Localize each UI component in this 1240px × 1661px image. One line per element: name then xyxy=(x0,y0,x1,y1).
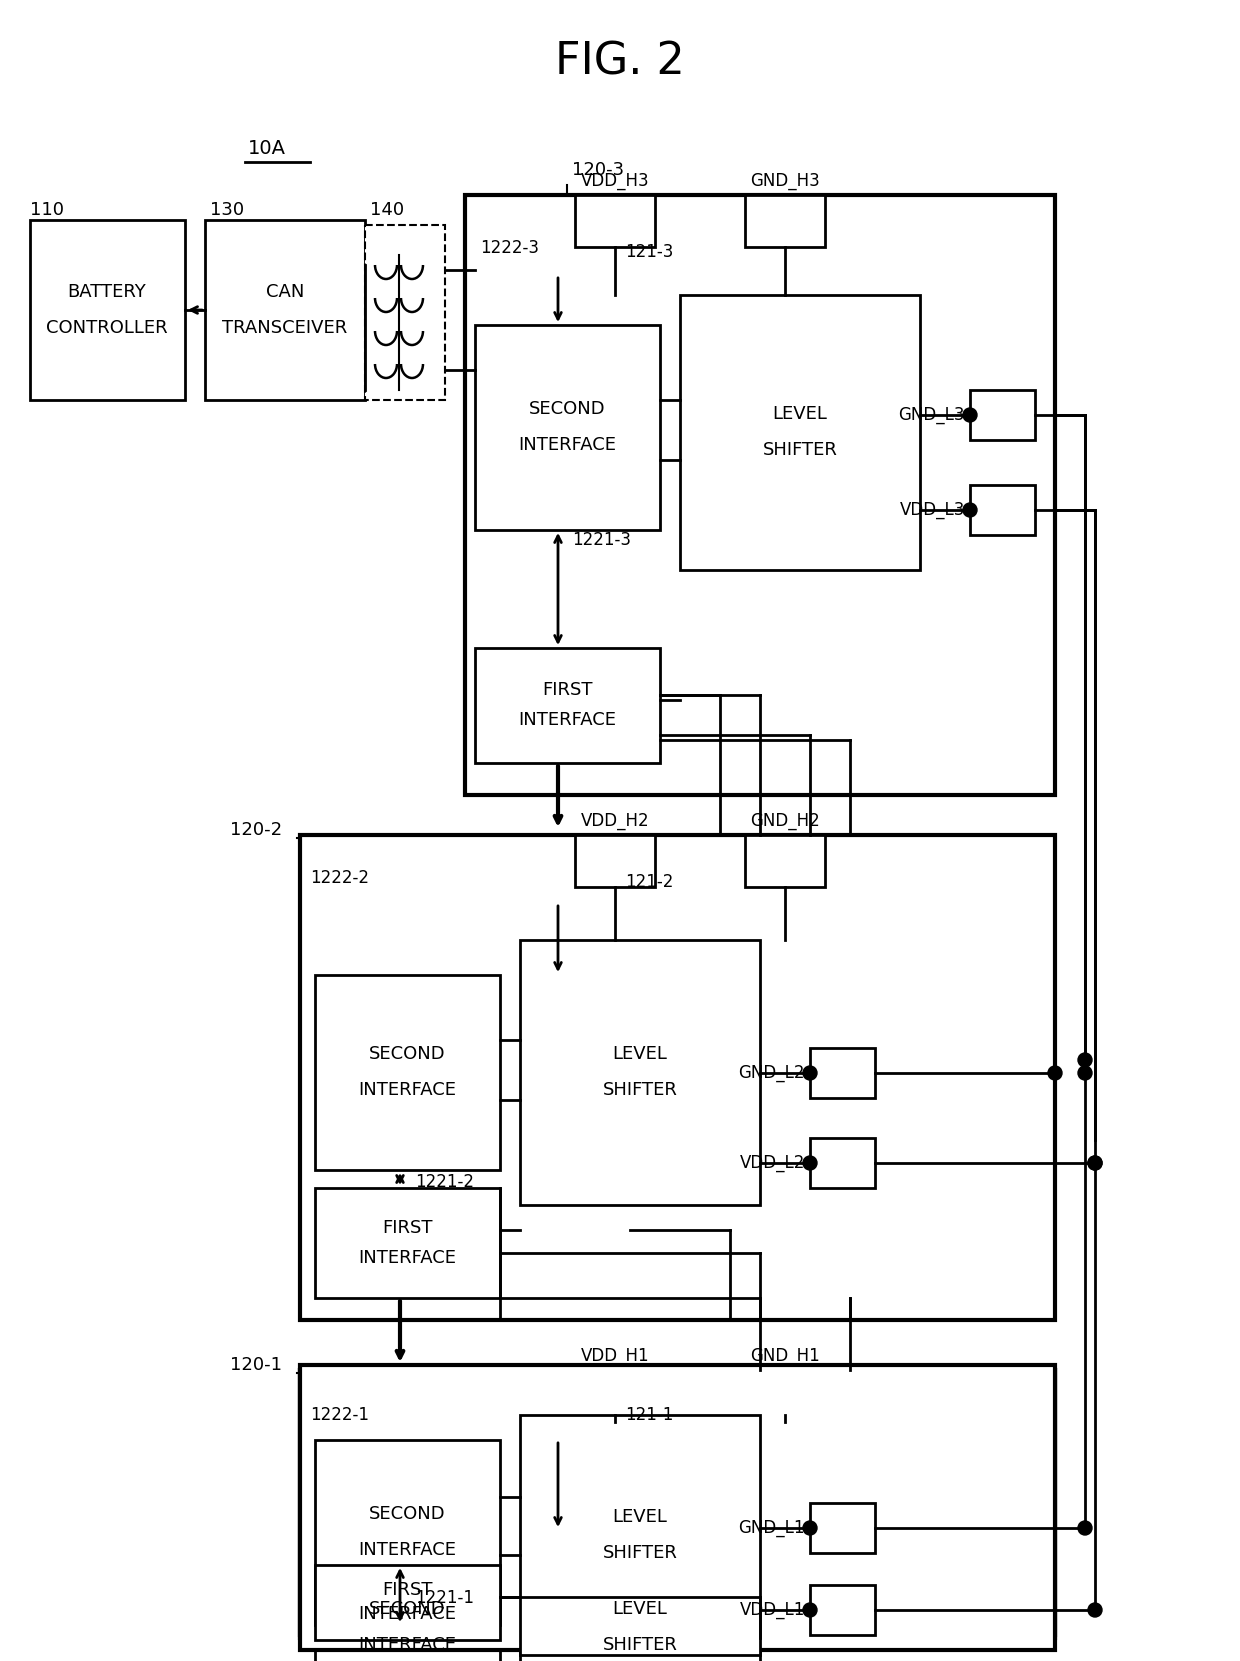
Bar xyxy=(315,1530,500,1661)
Text: GND_L3: GND_L3 xyxy=(899,405,965,424)
Circle shape xyxy=(804,1521,817,1535)
Text: SHIFTER: SHIFTER xyxy=(763,442,837,458)
Circle shape xyxy=(1078,1521,1092,1535)
Bar xyxy=(745,1370,825,1422)
Text: CONTROLLER: CONTROLLER xyxy=(46,319,167,337)
Text: SECOND: SECOND xyxy=(368,1505,445,1523)
Text: INTERFACE: INTERFACE xyxy=(358,1541,456,1560)
Bar xyxy=(575,1370,655,1422)
Circle shape xyxy=(1087,1156,1102,1169)
Bar xyxy=(315,1565,500,1639)
Text: 121-2: 121-2 xyxy=(625,874,673,890)
Bar xyxy=(205,219,365,400)
Text: FIRST: FIRST xyxy=(542,681,593,699)
Text: 121-3: 121-3 xyxy=(625,243,673,261)
Bar xyxy=(810,1585,875,1634)
Text: LEVEL: LEVEL xyxy=(613,1045,667,1063)
Bar xyxy=(300,835,1055,1320)
Text: INTERFACE: INTERFACE xyxy=(358,1605,456,1623)
Bar xyxy=(520,940,760,1204)
Text: VDD_L3: VDD_L3 xyxy=(900,502,965,518)
Text: SECOND: SECOND xyxy=(528,400,605,419)
Text: 121-1: 121-1 xyxy=(625,1405,673,1423)
Bar xyxy=(520,1415,760,1654)
Text: INTERFACE: INTERFACE xyxy=(358,1636,456,1654)
Bar xyxy=(315,1188,500,1297)
Text: FIRST: FIRST xyxy=(382,1219,433,1237)
Text: FIRST: FIRST xyxy=(382,1581,433,1600)
Circle shape xyxy=(963,409,977,422)
Bar xyxy=(300,1365,1055,1649)
Bar xyxy=(745,835,825,887)
Text: 1222-3: 1222-3 xyxy=(480,239,539,257)
Bar xyxy=(970,390,1035,440)
Bar xyxy=(300,1370,1055,1638)
Bar xyxy=(315,1440,500,1624)
Text: INTERFACE: INTERFACE xyxy=(358,1081,456,1100)
Text: INTERFACE: INTERFACE xyxy=(518,711,616,729)
Bar xyxy=(575,835,655,887)
Circle shape xyxy=(804,1066,817,1080)
Bar xyxy=(745,194,825,247)
Text: 110: 110 xyxy=(30,201,64,219)
Text: 1221-2: 1221-2 xyxy=(415,1173,474,1191)
Text: INTERFACE: INTERFACE xyxy=(358,1249,456,1267)
Text: 1222-1: 1222-1 xyxy=(310,1405,370,1423)
Bar xyxy=(680,296,920,570)
Text: 1222-2: 1222-2 xyxy=(310,869,370,887)
Text: LEVEL: LEVEL xyxy=(613,1508,667,1526)
Text: VDD_L2: VDD_L2 xyxy=(739,1154,805,1173)
Text: 120-3: 120-3 xyxy=(572,161,624,179)
Text: 120-1: 120-1 xyxy=(229,1355,281,1374)
Text: 120-2: 120-2 xyxy=(229,821,283,839)
Text: INTERFACE: INTERFACE xyxy=(518,435,616,453)
Text: 1221-1: 1221-1 xyxy=(415,1590,474,1606)
Bar xyxy=(810,1503,875,1553)
Circle shape xyxy=(1087,1156,1102,1169)
Text: BATTERY: BATTERY xyxy=(68,282,146,301)
Text: LEVEL: LEVEL xyxy=(773,405,827,424)
Text: TRANSCEIVER: TRANSCEIVER xyxy=(222,319,347,337)
Text: SHIFTER: SHIFTER xyxy=(603,1545,677,1561)
Bar xyxy=(475,326,660,530)
Text: SECOND: SECOND xyxy=(368,1600,445,1618)
Text: 1221-3: 1221-3 xyxy=(572,532,631,550)
Circle shape xyxy=(1048,1066,1061,1080)
Circle shape xyxy=(1087,1603,1102,1618)
Text: 10A: 10A xyxy=(248,138,286,158)
Text: LEVEL: LEVEL xyxy=(613,1600,667,1618)
Bar xyxy=(365,224,445,400)
Circle shape xyxy=(1078,1066,1092,1080)
Text: GND_H2: GND_H2 xyxy=(750,812,820,830)
Text: 130: 130 xyxy=(210,201,244,219)
Bar xyxy=(300,1370,1055,1634)
Text: GND_H3: GND_H3 xyxy=(750,173,820,189)
Circle shape xyxy=(804,1156,817,1169)
Text: SECOND: SECOND xyxy=(368,1045,445,1063)
Circle shape xyxy=(1078,1053,1092,1066)
Text: FIG. 2: FIG. 2 xyxy=(556,40,684,83)
Text: CAN: CAN xyxy=(265,282,304,301)
Bar xyxy=(575,194,655,247)
Bar xyxy=(970,485,1035,535)
Text: VDD_H1: VDD_H1 xyxy=(580,1347,650,1365)
Text: VDD_H3: VDD_H3 xyxy=(580,173,650,189)
Text: 140: 140 xyxy=(370,201,404,219)
Circle shape xyxy=(804,1603,817,1618)
Text: VDD_H2: VDD_H2 xyxy=(580,812,650,830)
Bar xyxy=(475,648,660,762)
Bar xyxy=(810,1138,875,1188)
Bar xyxy=(810,1048,875,1098)
Text: VDD_L1: VDD_L1 xyxy=(739,1601,805,1619)
Text: SHIFTER: SHIFTER xyxy=(603,1081,677,1100)
Circle shape xyxy=(963,503,977,517)
Bar xyxy=(315,975,500,1169)
Bar xyxy=(520,1495,760,1661)
Text: GND_H1: GND_H1 xyxy=(750,1347,820,1365)
Text: GND_L2: GND_L2 xyxy=(739,1065,805,1081)
Bar xyxy=(30,219,185,400)
Text: SHIFTER: SHIFTER xyxy=(603,1636,677,1654)
Text: GND_L1: GND_L1 xyxy=(739,1520,805,1536)
Bar xyxy=(465,194,1055,796)
